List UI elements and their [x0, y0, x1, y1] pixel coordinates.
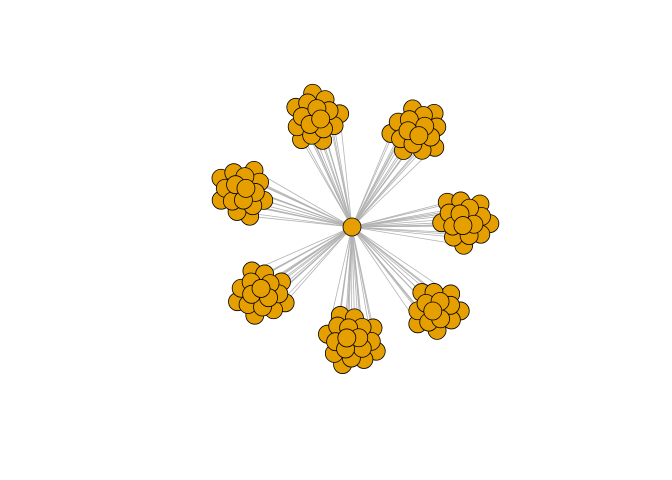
edge-cluster-right-2	[351, 226, 464, 246]
node-cluster-upper-right-15	[409, 126, 429, 146]
edge-cluster-lower-left-1	[284, 226, 353, 304]
node-hub	[342, 217, 362, 237]
edge-cluster-lower-right-4	[351, 226, 451, 295]
node-cluster-right-15	[453, 216, 473, 235]
node-cluster-top-15	[311, 109, 331, 129]
node-cluster-lower-left-15	[251, 279, 271, 298]
edge-cluster-lower-left-2	[251, 226, 353, 272]
node-cluster-bottom-17	[337, 328, 357, 348]
edge-cluster-left-2	[253, 170, 353, 228]
edge-cluster-upper-right-2	[351, 147, 436, 228]
node-cluster-lower-right-13	[423, 301, 443, 321]
edge-cluster-left-1	[249, 215, 353, 228]
node-cluster-left-15	[236, 178, 256, 198]
edge-cluster-lower-right-0	[351, 226, 419, 325]
edge-cluster-top-2	[339, 113, 353, 228]
nodes-layer	[211, 83, 500, 374]
edge-cluster-right-7	[351, 226, 454, 238]
edge-cluster-bottom-3	[351, 226, 374, 329]
edge-cluster-bottom-6	[351, 226, 355, 318]
